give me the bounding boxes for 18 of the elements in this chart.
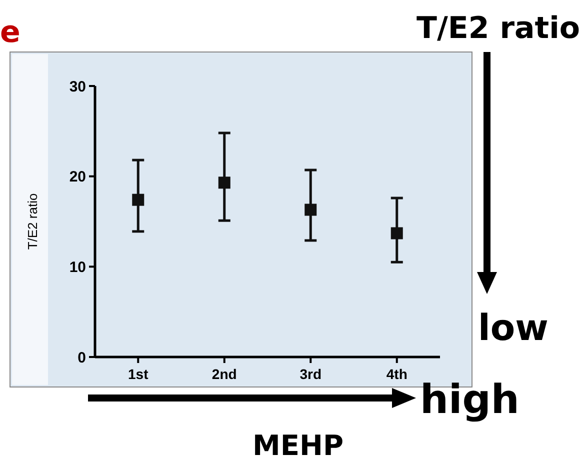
point — [132, 194, 144, 206]
text: T/E2 ratio — [416, 11, 580, 46]
point — [218, 176, 230, 189]
text: high — [420, 377, 520, 423]
text: e — [0, 15, 20, 50]
text: low — [478, 308, 548, 349]
y-tick-label: 10 — [69, 258, 86, 276]
text: MEHP — [252, 429, 344, 462]
x-tick-label: 3rd — [300, 366, 322, 382]
x-tick-label: 2nd — [212, 366, 237, 382]
y-tick-label: 20 — [69, 168, 86, 186]
x-tick-label: 4th — [386, 366, 408, 382]
x-tick-label: 1st — [128, 366, 149, 382]
y-tick-label: 30 — [69, 78, 86, 96]
point — [304, 204, 317, 216]
y-tick-label: 0 — [78, 349, 86, 366]
point — [390, 227, 403, 240]
y-axis-title: T/E2 ratio — [25, 193, 40, 250]
